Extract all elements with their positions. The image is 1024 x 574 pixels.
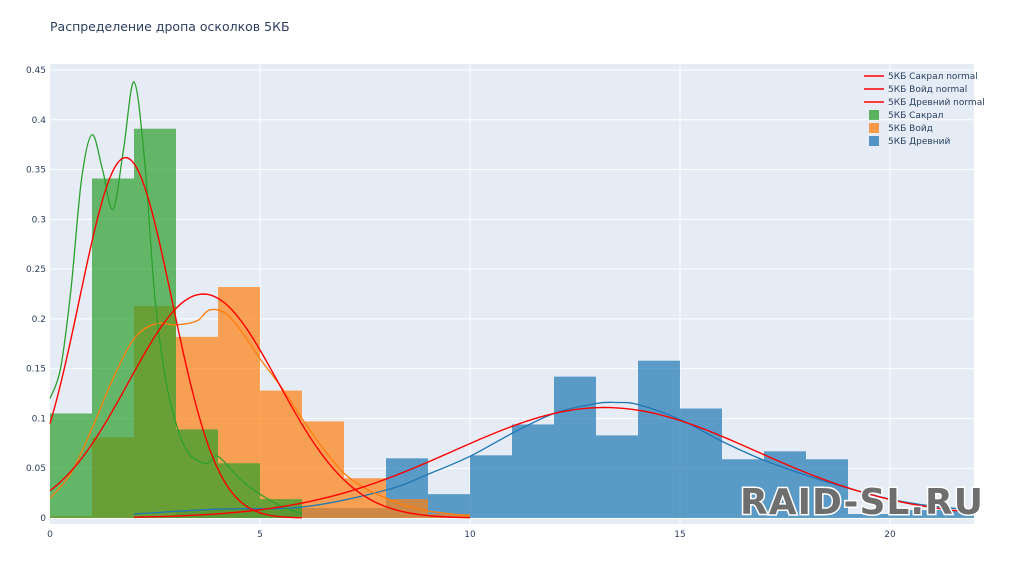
x-tick-label: 20 [884,530,896,540]
x-tick-label: 10 [464,530,476,540]
legend: 5КБ Сакрал normal 5КБ Войд normal 5КБ Древ… [864,72,985,147]
histogram-bar [806,459,848,519]
y-axis-ticks: 0 0.05 0.1 0.15 0.2 0.25 0.3 0.35 0.4 0.45 [26,66,46,524]
normal-line [133,406,975,518]
legend-label[interactable]: 5КБ Сакрал normal [888,72,978,82]
chart-title: Распределение дропа осколков 5КБ [50,19,290,34]
histogram-bar [932,510,974,519]
y-tick-label: 0.25 [26,265,46,275]
histogram-bar [680,408,722,519]
watermark: RAID-SL.RU [739,481,985,525]
legend-label[interactable]: 5КБ Древний [888,137,950,147]
legend-box-swatch [869,123,879,133]
y-tick-label: 0.15 [26,365,46,375]
histogram-bar [722,459,764,519]
histogram-bars [50,128,974,519]
normal-line [49,156,303,519]
x-tick-label: 15 [674,530,685,540]
y-tick-label: 0 [40,514,46,524]
histogram-bar [890,510,932,519]
histogram-bar [470,455,512,519]
y-tick-label: 0.35 [26,166,46,176]
histogram-bar [512,424,554,519]
y-tick-label: 0.4 [32,116,47,126]
y-tick-label: 0.1 [32,414,46,424]
watermark-text: RAID-SL.RU [740,482,984,523]
kde-line [49,81,303,515]
histogram-bar [92,178,134,519]
histogram-bar [638,360,680,519]
y-tick-label: 0.45 [26,66,46,76]
histogram-bar [848,514,890,519]
normal-line [49,293,471,519]
x-axis-ticks: 0 5 10 15 20 [47,530,896,540]
legend-box-swatch [869,110,879,120]
legend-label[interactable]: 5КБ Войд [888,124,933,134]
y-tick-label: 0.3 [32,215,46,225]
legend-label[interactable]: 5КБ Древний normal [888,98,985,108]
legend-label[interactable]: 5КБ Войд normal [888,85,967,95]
histogram-bar [386,499,428,519]
histogram-bar [428,514,470,519]
legend-label[interactable]: 5КБ Сакрал [888,111,943,121]
legend-box-swatch [869,136,879,146]
x-tick-label: 0 [47,530,53,540]
y-tick-label: 0.05 [26,464,46,474]
histogram-bar [50,413,92,519]
kde-line [49,308,471,517]
histogram-bar [554,376,596,519]
histogram-bar [596,435,638,519]
y-tick-label: 0.2 [32,315,46,325]
density-lines [49,81,975,519]
x-tick-label: 5 [257,530,263,540]
